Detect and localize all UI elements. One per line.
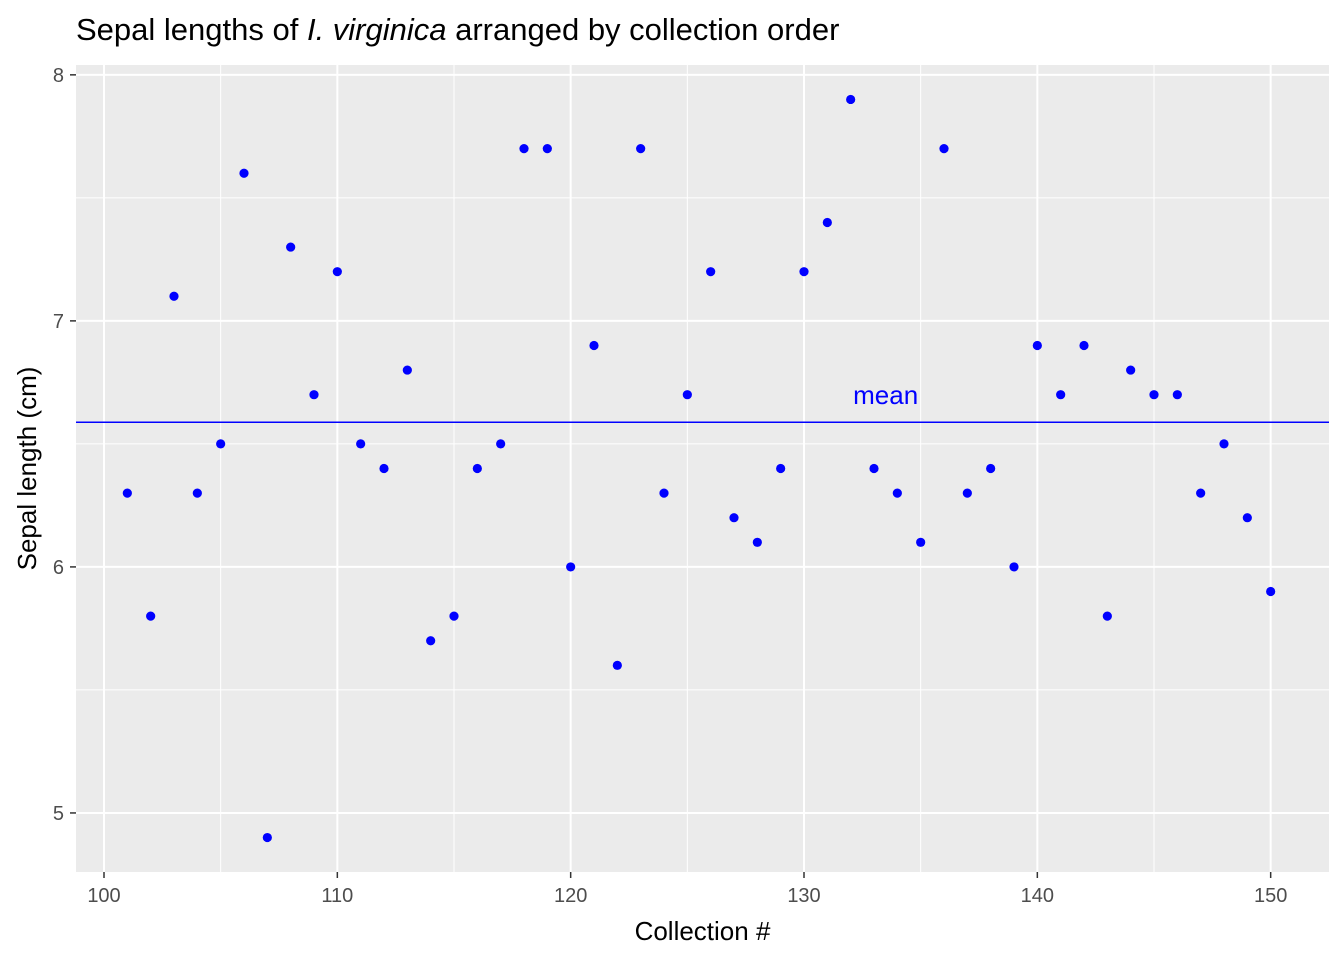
data-point: [752, 537, 762, 547]
data-point: [286, 242, 296, 252]
data-point: [729, 513, 739, 523]
grid-minor: [76, 65, 1329, 872]
data-point: [332, 267, 342, 277]
y-tick-label: 8: [53, 65, 64, 87]
data-point: [402, 365, 412, 375]
chart-title: Sepal lengths of I. virginica arranged b…: [76, 12, 839, 47]
data-point: [846, 94, 856, 105]
x-tick-label: 120: [554, 885, 587, 907]
data-point: [776, 463, 786, 474]
data-point: [986, 463, 996, 474]
data-point: [496, 439, 506, 449]
y-tick-label: 7: [53, 311, 64, 333]
data-point: [1149, 390, 1159, 400]
data-point: [1196, 488, 1206, 498]
data-point: [426, 636, 436, 646]
data-point: [962, 488, 972, 498]
data-point: [1219, 439, 1229, 449]
data-point: [239, 168, 249, 178]
data-point: [589, 340, 599, 351]
data-point: [146, 611, 156, 621]
data-point: [869, 463, 879, 474]
data-point: [1032, 340, 1042, 351]
chart-title-italic: I. virginica: [307, 12, 447, 47]
points: [122, 94, 1276, 843]
data-point: [799, 267, 809, 277]
data-point: [1266, 586, 1276, 597]
data-point: [192, 488, 202, 498]
data-point: [379, 463, 389, 474]
data-point: [612, 660, 622, 670]
data-point: [1126, 365, 1136, 375]
data-point: [1009, 562, 1019, 572]
x-tick-label: 140: [1021, 885, 1054, 907]
plot-panel: [76, 65, 1329, 872]
data-point: [309, 390, 319, 400]
data-point: [1056, 390, 1066, 400]
data-point: [659, 488, 669, 498]
x-tick-label: 130: [787, 885, 820, 907]
data-point: [472, 463, 482, 474]
x-tick-label: 110: [321, 885, 353, 907]
data-point: [822, 217, 832, 228]
data-point: [1242, 513, 1252, 523]
y-axis-label: Sepal length (cm): [12, 367, 42, 571]
data-point: [636, 144, 646, 154]
y-axis: 5 6 7 8: [53, 65, 76, 825]
data-point: [1102, 611, 1112, 621]
mean-label: mean: [853, 380, 918, 410]
data-point: [216, 439, 226, 449]
x-axis-label: Collection #: [635, 916, 771, 946]
data-point: [542, 144, 552, 154]
chart-title-prefix: Sepal lengths of: [76, 12, 307, 47]
mean-line-group: mean: [76, 380, 1329, 424]
data-point: [706, 267, 716, 277]
x-tick-label: 100: [87, 885, 120, 907]
data-point: [169, 291, 179, 301]
data-point: [566, 562, 576, 572]
x-axis: 100 110 120 130 140 150: [87, 872, 1287, 907]
data-point: [682, 390, 692, 400]
data-point: [519, 144, 529, 154]
data-point: [122, 488, 132, 498]
data-point: [916, 537, 926, 547]
data-point: [1172, 390, 1182, 400]
data-point: [1079, 340, 1089, 351]
grid-major: [76, 65, 1329, 872]
chart-title-suffix: arranged by collection order: [447, 12, 840, 47]
data-point: [262, 832, 272, 843]
data-point: [939, 144, 949, 154]
data-point: [892, 488, 902, 498]
data-point: [449, 611, 459, 621]
x-tick-label: 150: [1254, 885, 1287, 907]
data-point: [356, 439, 366, 449]
y-tick-label: 6: [53, 557, 64, 579]
y-tick-label: 5: [53, 803, 64, 825]
